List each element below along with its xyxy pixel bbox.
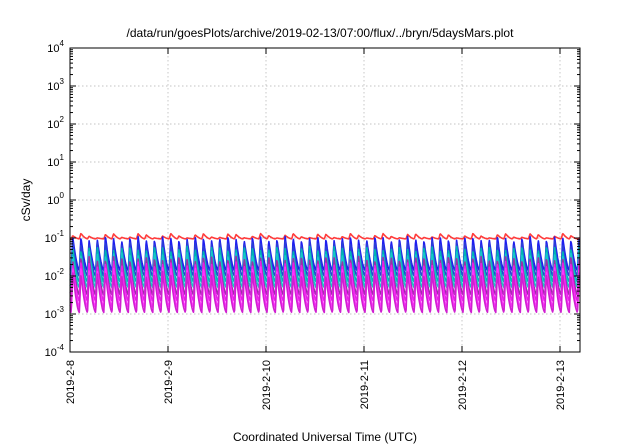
y-tick-label: 10-3 <box>45 305 65 321</box>
x-tick-label: 2019-2-10 <box>261 360 273 410</box>
x-axis-label: Coordinated Universal Time (UTC) <box>233 430 417 444</box>
x-tick-label: 2019-2-11 <box>359 360 371 409</box>
x-tick-label: 2019-2-13 <box>555 360 567 410</box>
x-tick-label: 2019-2-8 <box>65 360 77 404</box>
series-group <box>69 232 581 314</box>
x-tick-label: 2019-2-9 <box>163 360 175 404</box>
x-tick-label: 2019-2-12 <box>457 360 469 410</box>
series-line <box>69 270 581 314</box>
y-axis-ticks: 10-4 10-3 10-2 10-1 100 101 102 103 104 <box>45 39 580 359</box>
y-tick-label: 10-4 <box>45 343 65 359</box>
y-tick-label: 10-2 <box>45 267 65 283</box>
y-axis-label: cSv/day <box>19 179 33 222</box>
y-tick-label: 101 <box>47 153 64 169</box>
y-tick-label: 100 <box>47 191 64 207</box>
y-tick-label: 10-1 <box>45 229 65 245</box>
y-tick-label: 102 <box>47 115 64 131</box>
y-tick-label: 103 <box>47 77 64 93</box>
x-axis-ticks: 2019-2-8 2019-2-9 2019-2-10 2019-2-11 2019-2… <box>65 48 567 410</box>
series-line <box>69 232 580 240</box>
y-tick-label: 104 <box>47 39 64 55</box>
chart-title: /data/run/goesPlots/archive/2019-02-13/0… <box>127 26 515 40</box>
